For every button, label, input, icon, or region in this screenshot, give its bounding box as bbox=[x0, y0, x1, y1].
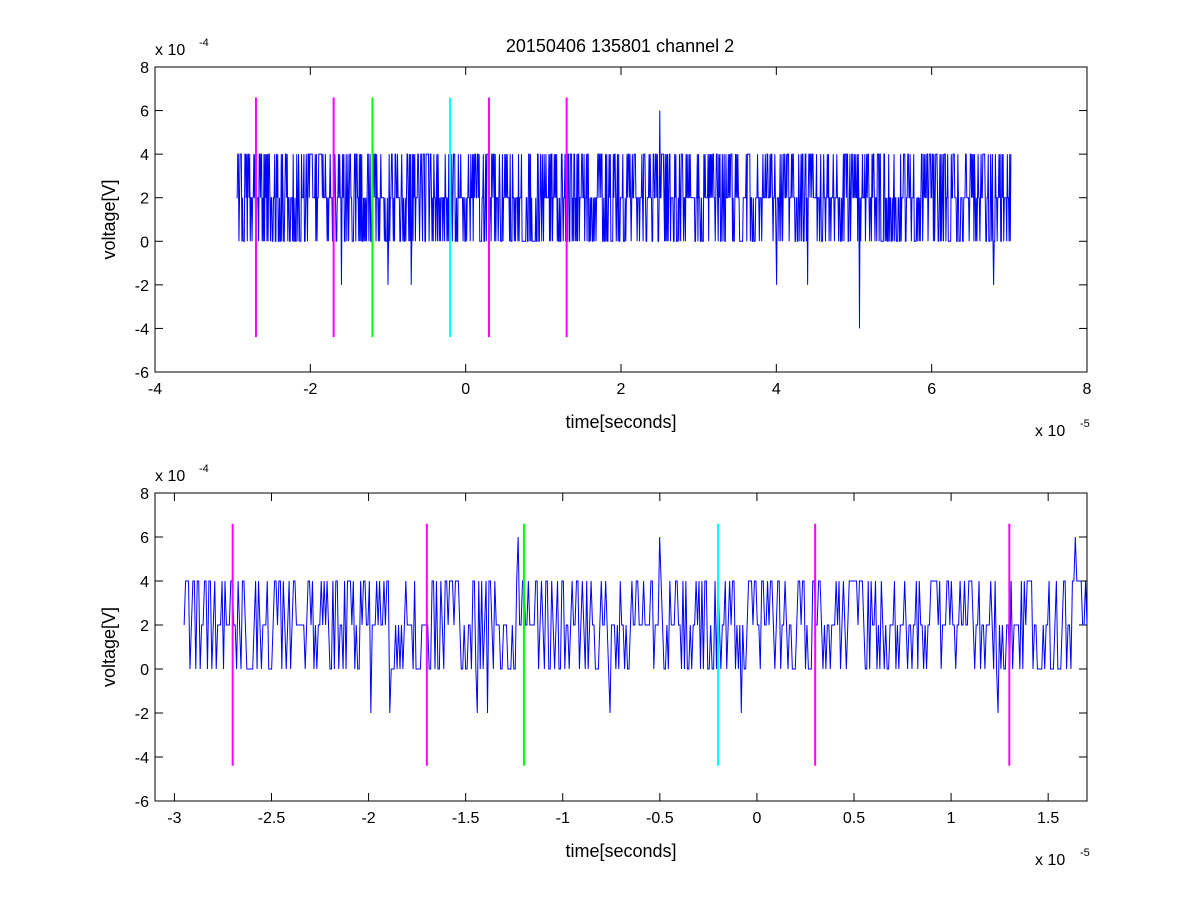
x-axis-multiplier: x 10 bbox=[1035, 852, 1065, 869]
x-tick-label: -2 bbox=[303, 381, 317, 398]
y-axis-multiplier-exponent: -4 bbox=[199, 37, 209, 49]
y-tick-label: -2 bbox=[135, 706, 149, 723]
y-tick-label: 8 bbox=[140, 486, 149, 503]
x-tick-label: 0 bbox=[461, 381, 470, 398]
y-tick-label: -6 bbox=[135, 365, 149, 382]
y-tick-label: 4 bbox=[140, 147, 149, 164]
subplot-top: -4 -2 0 2 4 6 8-6-4-202468time[seconds]voltage… bbox=[99, 37, 1092, 440]
y-tick-label: -4 bbox=[135, 321, 149, 338]
x-tick-label: 0 bbox=[752, 810, 761, 827]
x-axis-multiplier-exponent: -5 bbox=[1080, 418, 1090, 430]
voltage-trace bbox=[183, 536, 1087, 714]
x-tick-label: 0.5 bbox=[843, 810, 865, 827]
x-axis-multiplier-exponent: -5 bbox=[1080, 847, 1090, 859]
x-tick-label: 1.5 bbox=[1037, 810, 1059, 827]
axes-frame bbox=[154, 492, 1088, 802]
x-tick-label: -2.5 bbox=[258, 810, 286, 827]
x-axis-multiplier: x 10 bbox=[1035, 423, 1065, 440]
x-tick-label: 8 bbox=[1083, 381, 1092, 398]
y-tick-label: 8 bbox=[140, 60, 149, 77]
x-tick-label: -2 bbox=[361, 810, 375, 827]
x-tick-label: -1 bbox=[556, 810, 570, 827]
y-tick-label: 0 bbox=[140, 234, 149, 251]
x-tick-label: -0.5 bbox=[646, 810, 674, 827]
x-tick-label: -4 bbox=[148, 381, 162, 398]
y-tick-label: -2 bbox=[135, 278, 149, 295]
y-axis-label: voltage[V] bbox=[99, 607, 119, 687]
x-tick-label: -1.5 bbox=[452, 810, 480, 827]
y-tick-label: 2 bbox=[140, 191, 149, 208]
voltage-trace bbox=[236, 110, 1012, 329]
y-tick-label: 0 bbox=[140, 662, 149, 679]
y-axis-multiplier: x 10 bbox=[155, 468, 185, 485]
x-axis-label: time[seconds] bbox=[565, 841, 676, 861]
y-tick-label: -4 bbox=[135, 750, 149, 767]
y-axis-multiplier: x 10 bbox=[155, 42, 185, 59]
y-tick-label: 2 bbox=[140, 618, 149, 635]
x-tick-label: -3 bbox=[167, 810, 181, 827]
x-tick-label: 4 bbox=[772, 381, 781, 398]
y-tick-label: 4 bbox=[140, 574, 149, 591]
y-axis-multiplier-exponent: -4 bbox=[199, 463, 209, 475]
figure-title: 20150406 135801 channel 2 bbox=[506, 36, 734, 56]
y-tick-label: 6 bbox=[140, 104, 149, 121]
x-tick-label: 1 bbox=[947, 810, 956, 827]
y-tick-label: -6 bbox=[135, 794, 149, 811]
y-tick-label: 6 bbox=[140, 530, 149, 547]
x-axis-label: time[seconds] bbox=[565, 412, 676, 432]
x-tick-label: 2 bbox=[617, 381, 626, 398]
subplot-bottom: -3 -2.5 -2 -1.5 -1 -0.5 0 0.5 1 1.5 -6 -4 -2 0 2 4 6 8 tim… bbox=[99, 463, 1090, 869]
x-tick-label: 6 bbox=[927, 381, 936, 398]
y-axis-label: voltage[V] bbox=[99, 179, 119, 259]
